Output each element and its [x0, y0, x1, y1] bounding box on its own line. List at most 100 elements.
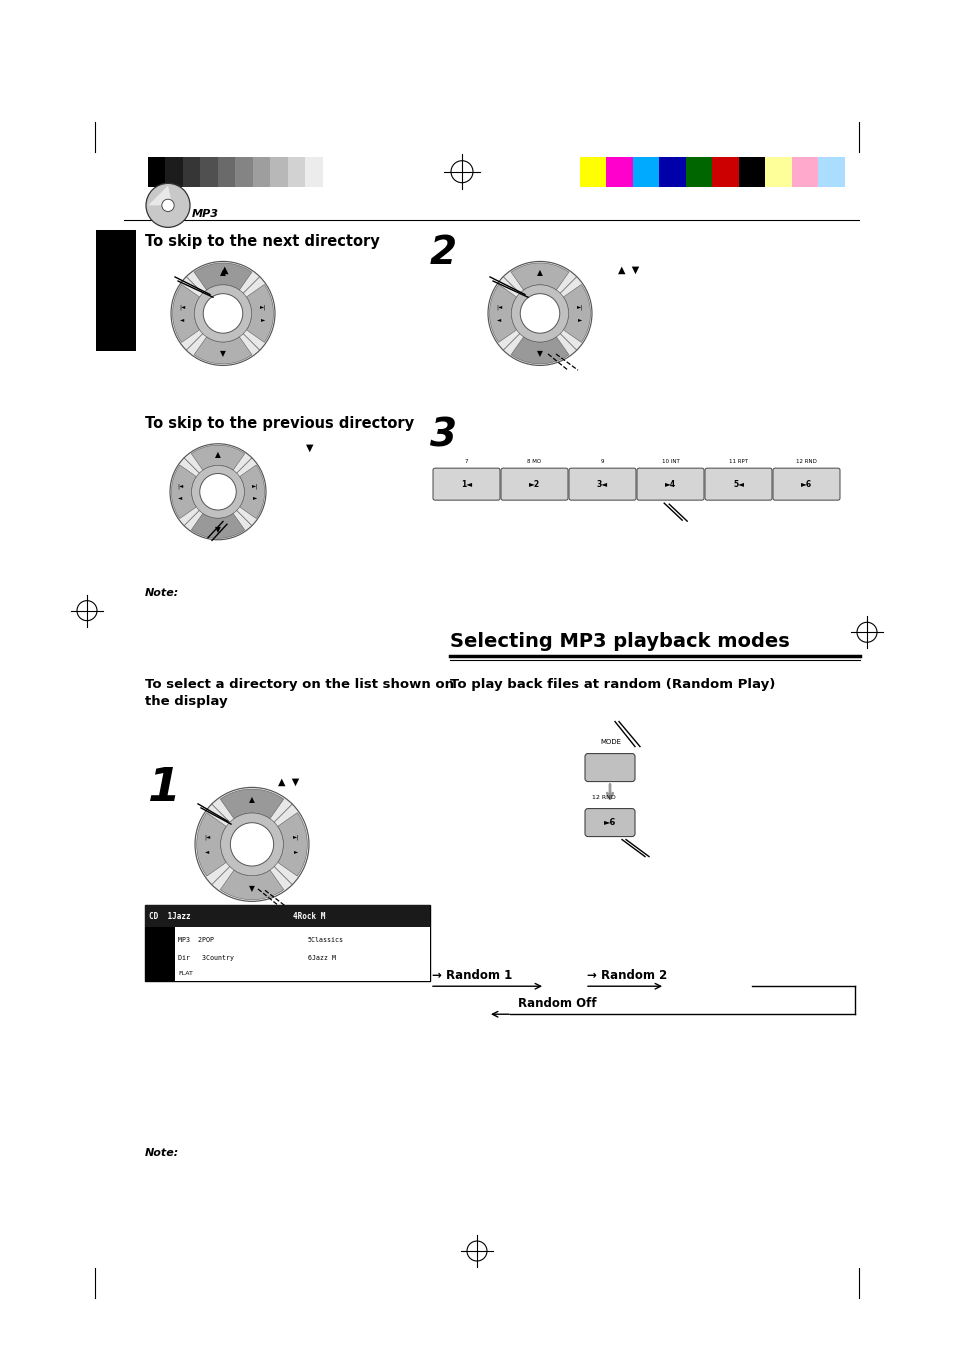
- Text: 1: 1: [148, 766, 181, 811]
- Bar: [235, 157, 253, 186]
- Text: ▲: ▲: [537, 269, 542, 277]
- Bar: [217, 157, 235, 186]
- Text: To select a directory on the list shown on
the display: To select a directory on the list shown …: [145, 678, 454, 708]
- Text: 4Rock M: 4Rock M: [293, 912, 325, 920]
- Text: ▼: ▼: [306, 443, 314, 453]
- Bar: [322, 157, 339, 186]
- Circle shape: [220, 813, 283, 875]
- Text: ►|: ►|: [293, 835, 299, 840]
- Text: 12 RND: 12 RND: [795, 459, 816, 465]
- Bar: [145, 905, 430, 981]
- Bar: [818, 157, 844, 186]
- Text: ◄: ◄: [180, 317, 184, 322]
- Polygon shape: [563, 285, 590, 342]
- Text: ◄: ◄: [205, 848, 210, 854]
- Circle shape: [170, 443, 266, 540]
- Bar: [739, 157, 764, 186]
- Text: CD  1Jazz: CD 1Jazz: [149, 912, 191, 920]
- Text: ▼: ▼: [220, 350, 226, 358]
- Polygon shape: [172, 465, 196, 519]
- Text: ►: ►: [294, 848, 298, 854]
- Bar: [305, 157, 322, 186]
- Bar: [200, 157, 217, 186]
- Bar: [96, 230, 136, 351]
- Text: 7: 7: [464, 459, 468, 465]
- Text: 6Jazz M: 6Jazz M: [307, 955, 335, 961]
- Bar: [712, 157, 739, 186]
- Text: |◄: |◄: [496, 304, 502, 309]
- Polygon shape: [148, 185, 172, 205]
- Text: 3: 3: [430, 416, 456, 454]
- Circle shape: [203, 293, 242, 334]
- Text: 5Classics: 5Classics: [307, 938, 343, 943]
- FancyBboxPatch shape: [584, 754, 635, 782]
- Polygon shape: [277, 813, 307, 875]
- Text: Dir   3Country: Dir 3Country: [178, 955, 233, 961]
- Text: MODE: MODE: [599, 739, 620, 744]
- Text: 2: 2: [430, 234, 456, 272]
- Text: ►|: ►|: [577, 304, 583, 309]
- Text: ◄: ◄: [497, 317, 501, 322]
- Text: ►|: ►|: [260, 304, 267, 309]
- Text: ►2: ►2: [528, 480, 539, 489]
- Polygon shape: [220, 789, 283, 819]
- Text: ▼: ▼: [249, 885, 254, 893]
- Text: ►: ►: [253, 494, 257, 500]
- Text: ▲: ▲: [249, 796, 254, 804]
- Bar: [659, 157, 685, 186]
- Bar: [288, 157, 305, 186]
- Text: ▲  ▼: ▲ ▼: [618, 265, 639, 274]
- Text: MP3  2POP: MP3 2POP: [178, 938, 213, 943]
- Bar: [685, 157, 712, 186]
- Text: To play back files at random (Random Play): To play back files at random (Random Pla…: [450, 678, 775, 692]
- Text: 8 MO: 8 MO: [527, 459, 541, 465]
- Bar: [606, 157, 633, 186]
- Text: Note:: Note:: [145, 1148, 179, 1158]
- Circle shape: [230, 823, 274, 866]
- Text: ►: ►: [578, 317, 582, 322]
- Bar: [148, 157, 165, 186]
- Circle shape: [488, 262, 592, 365]
- Circle shape: [194, 285, 252, 342]
- FancyBboxPatch shape: [433, 469, 499, 500]
- Bar: [174, 927, 430, 981]
- Text: FLAT: FLAT: [178, 971, 193, 977]
- Text: ►6: ►6: [603, 819, 616, 827]
- Polygon shape: [192, 513, 245, 538]
- Text: Note:: Note:: [145, 588, 179, 597]
- Circle shape: [146, 184, 190, 227]
- Circle shape: [511, 285, 568, 342]
- Circle shape: [162, 199, 174, 212]
- Text: |◄: |◄: [179, 304, 186, 309]
- Polygon shape: [239, 465, 264, 519]
- Text: ►|: ►|: [252, 484, 258, 489]
- Bar: [165, 157, 183, 186]
- Bar: [579, 157, 606, 186]
- Circle shape: [194, 788, 309, 901]
- Text: ◄: ◄: [178, 494, 182, 500]
- Bar: [270, 157, 288, 186]
- Polygon shape: [220, 870, 283, 900]
- Text: ►6: ►6: [801, 480, 811, 489]
- FancyBboxPatch shape: [704, 469, 771, 500]
- Bar: [253, 157, 270, 186]
- Text: Random Off: Random Off: [517, 997, 596, 1011]
- Bar: [183, 157, 200, 186]
- Polygon shape: [196, 813, 226, 875]
- Text: ▲: ▲: [221, 265, 229, 274]
- Text: ▼: ▼: [214, 524, 221, 534]
- Text: 11 RPT: 11 RPT: [728, 459, 747, 465]
- Polygon shape: [193, 263, 252, 290]
- Text: 9: 9: [600, 459, 603, 465]
- Polygon shape: [489, 285, 516, 342]
- Polygon shape: [511, 263, 568, 290]
- Text: To skip to the previous directory: To skip to the previous directory: [145, 416, 414, 431]
- Text: 5◄: 5◄: [732, 480, 743, 489]
- Bar: [764, 157, 791, 186]
- Bar: [145, 905, 430, 927]
- Text: 12 RND: 12 RND: [592, 794, 615, 800]
- Text: ▲: ▲: [220, 269, 226, 277]
- Text: Selecting MP3 playback modes: Selecting MP3 playback modes: [450, 632, 789, 651]
- Text: |◄: |◄: [177, 484, 184, 489]
- Circle shape: [519, 293, 559, 334]
